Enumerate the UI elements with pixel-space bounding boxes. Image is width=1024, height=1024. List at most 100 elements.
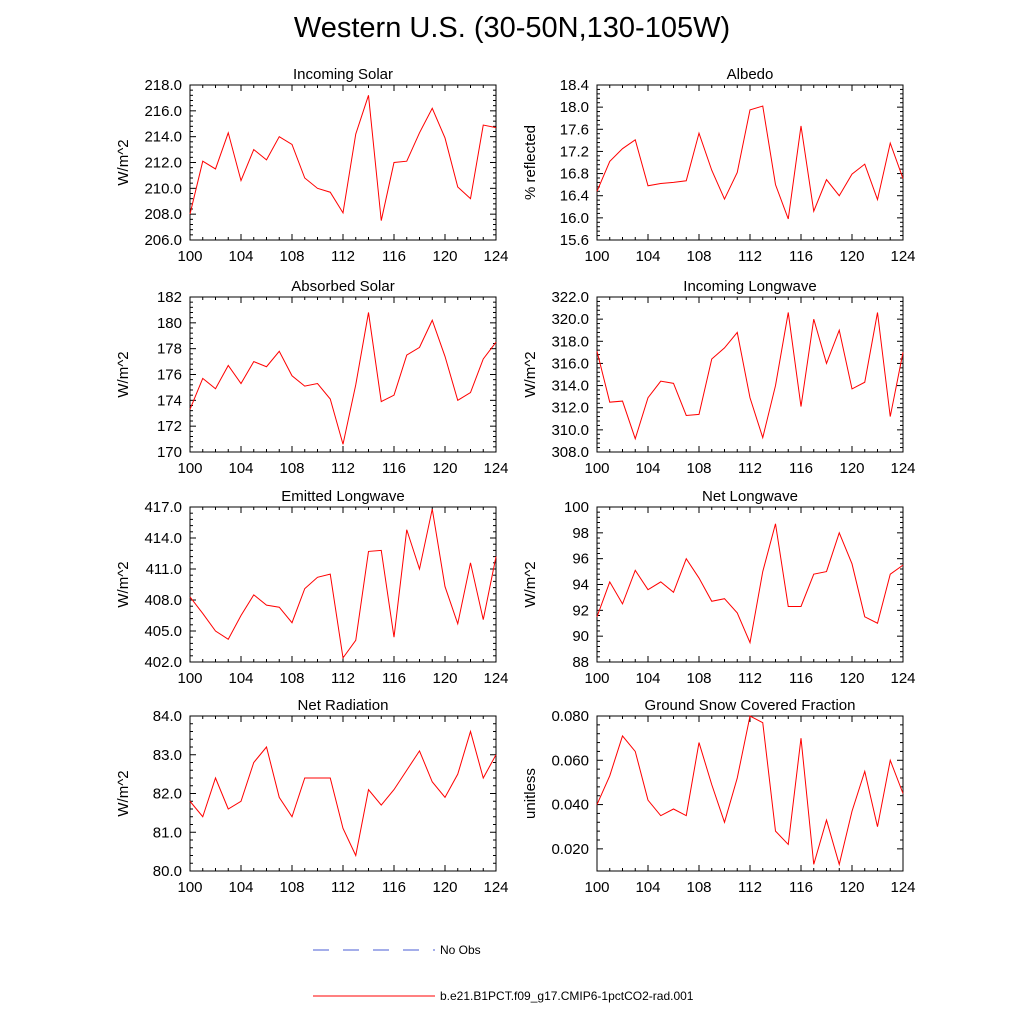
- y-tick-label: 174: [157, 392, 182, 409]
- x-tick-label: 108: [279, 248, 304, 265]
- x-tick-label: 100: [584, 248, 609, 265]
- x-tick-label: 104: [635, 879, 660, 896]
- x-tick-label: 108: [686, 879, 711, 896]
- y-axis-label: W/m^2: [522, 351, 539, 397]
- y-tick-label: 312.0: [551, 400, 589, 417]
- y-tick-label: 80.0: [153, 863, 182, 880]
- y-tick-label: 15.6: [560, 232, 589, 249]
- y-tick-label: 218.0: [144, 77, 182, 94]
- plot-frame: [596, 84, 904, 241]
- x-tick-label: 124: [483, 670, 508, 687]
- x-tick-label: 116: [789, 879, 813, 896]
- y-tick-label: 322.0: [551, 289, 589, 306]
- x-tick-label: 112: [331, 460, 355, 477]
- x-tick-label: 124: [483, 460, 508, 477]
- x-tick-label: 116: [789, 670, 813, 687]
- y-tick-label: 100: [564, 499, 589, 516]
- y-tick-label: 84.0: [153, 708, 182, 725]
- x-tick-label: 112: [738, 460, 762, 477]
- y-tick-label: 96: [572, 551, 589, 568]
- x-tick-label: 116: [382, 879, 406, 896]
- x-tick-label: 124: [890, 460, 915, 477]
- x-tick-label: 124: [890, 879, 915, 896]
- y-tick-label: 405.0: [144, 623, 182, 640]
- series-line: [596, 105, 904, 220]
- series-line: [596, 523, 904, 645]
- plot-frame: [189, 715, 497, 872]
- x-tick-label: 112: [331, 879, 355, 896]
- chart-1: Albedo % reflected 100 104 108 112 116 120 124 15…: [522, 66, 916, 265]
- y-axis-label: % reflected: [522, 125, 539, 200]
- y-tick-label: 172: [157, 418, 182, 435]
- x-tick-label: 116: [789, 460, 813, 477]
- y-tick-label: 17.2: [560, 143, 589, 160]
- y-tick-label: 320.0: [551, 311, 589, 328]
- x-tick-label: 104: [635, 248, 660, 265]
- y-tick-label: 16.0: [560, 210, 589, 227]
- y-tick-label: 18.0: [560, 99, 589, 116]
- figure-title: Western U.S. (30-50N,130-105W): [293, 12, 731, 44]
- chart-title: Ground Snow Covered Fraction: [645, 697, 856, 714]
- y-tick-label: 178: [157, 341, 182, 358]
- x-tick-label: 112: [331, 670, 355, 687]
- chart-title: Absorbed Solar: [291, 278, 394, 295]
- x-tick-label: 112: [738, 879, 762, 896]
- chart-5: Net Longwave W/m^2 100 104 108 112 116 120 124 88…: [522, 488, 916, 687]
- y-tick-label: 81.0: [153, 824, 182, 841]
- series-line: [596, 312, 904, 441]
- series-line: [189, 508, 497, 660]
- chart-title: Albedo: [727, 66, 774, 83]
- y-tick-label: 0.080: [551, 708, 589, 725]
- x-tick-label: 112: [738, 248, 762, 265]
- y-tick-label: 316.0: [551, 355, 589, 372]
- y-tick-label: 212.0: [144, 155, 182, 172]
- series-line: [596, 715, 904, 867]
- x-tick-label: 120: [432, 460, 457, 477]
- y-tick-label: 94: [572, 577, 589, 594]
- y-tick-label: 208.0: [144, 206, 182, 223]
- x-tick-label: 100: [584, 670, 609, 687]
- y-tick-label: 180: [157, 315, 182, 332]
- x-tick-label: 104: [228, 460, 253, 477]
- x-tick-label: 108: [686, 670, 711, 687]
- y-tick-label: 308.0: [551, 444, 589, 461]
- x-tick-label: 120: [432, 248, 457, 265]
- y-tick-label: 17.6: [560, 121, 589, 138]
- x-tick-label: 100: [177, 460, 202, 477]
- plot-frame: [189, 506, 497, 663]
- x-tick-label: 108: [279, 879, 304, 896]
- x-tick-label: 112: [331, 248, 355, 265]
- chart-title: Net Radiation: [298, 697, 389, 714]
- x-tick-label: 120: [432, 670, 457, 687]
- y-tick-label: 82.0: [153, 786, 182, 803]
- y-axis-label: W/m^2: [522, 561, 539, 607]
- chart-4: Emitted Longwave W/m^2 100 104 108 112 116 120 1…: [115, 488, 509, 687]
- series-line: [189, 312, 497, 445]
- x-tick-label: 104: [228, 879, 253, 896]
- y-tick-label: 314.0: [551, 378, 589, 395]
- y-tick-label: 414.0: [144, 530, 182, 547]
- y-tick-label: 16.8: [560, 166, 589, 183]
- y-tick-label: 83.0: [153, 747, 182, 764]
- y-tick-label: 417.0: [144, 499, 182, 516]
- chart-title: Emitted Longwave: [281, 488, 404, 505]
- x-tick-label: 100: [177, 879, 202, 896]
- y-tick-label: 210.0: [144, 180, 182, 197]
- x-tick-label: 104: [228, 248, 253, 265]
- x-tick-label: 116: [382, 460, 406, 477]
- x-tick-label: 104: [228, 670, 253, 687]
- x-tick-label: 116: [789, 248, 813, 265]
- chart-2: Absorbed Solar W/m^2 100 104 108 112 116 120 124…: [115, 278, 509, 477]
- y-tick-label: 170: [157, 444, 182, 461]
- series-line: [189, 729, 497, 858]
- x-tick-label: 108: [279, 460, 304, 477]
- plot-frame: [596, 296, 904, 453]
- x-tick-label: 108: [686, 460, 711, 477]
- x-tick-label: 116: [382, 248, 406, 265]
- y-axis-label: W/m^2: [115, 770, 132, 816]
- y-tick-label: 206.0: [144, 232, 182, 249]
- x-tick-label: 120: [432, 879, 457, 896]
- y-tick-label: 18.4: [560, 77, 589, 94]
- x-tick-label: 124: [890, 670, 915, 687]
- y-tick-label: 402.0: [144, 654, 182, 671]
